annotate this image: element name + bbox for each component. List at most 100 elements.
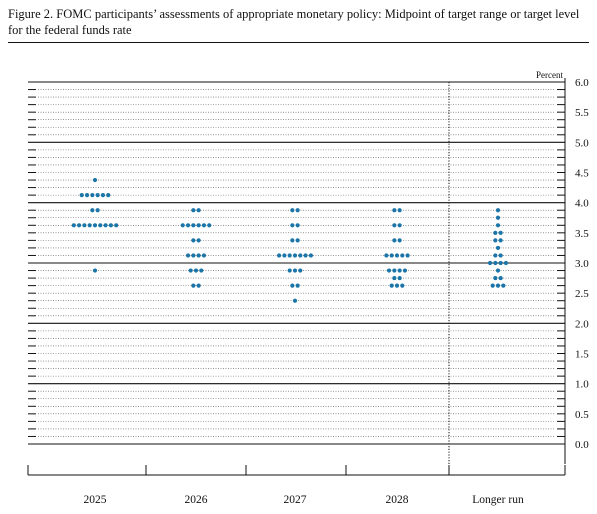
participant-dot [298, 268, 303, 273]
participant-dot [298, 253, 303, 258]
participant-dot [392, 275, 397, 281]
participant-dot [290, 238, 295, 243]
participant-dot [493, 230, 498, 235]
participant-dot [292, 268, 298, 273]
participant-dot [92, 223, 98, 228]
participant-dot [100, 193, 106, 198]
participant-dot [384, 253, 389, 258]
participant-dot [295, 208, 300, 213]
participant-dot [196, 253, 201, 258]
participant-dot [106, 193, 111, 198]
y-tick-label: 5.5 [575, 107, 589, 119]
participant-dot [487, 260, 493, 266]
participant-dot [98, 223, 103, 228]
y-tick-label: 0.0 [575, 439, 589, 451]
grid-lines [28, 81, 565, 445]
participant-dot [114, 223, 119, 228]
participant-dot [87, 223, 92, 228]
axes [27, 78, 566, 476]
chart-title: Figure 2. FOMC participants’ assessments… [8, 7, 580, 37]
participant-dot [193, 268, 199, 273]
participant-dot [493, 238, 498, 243]
participant-dot [394, 283, 400, 288]
y-tick-label: 6.0 [575, 77, 589, 89]
participant-dot [501, 283, 506, 288]
participant-dot [498, 230, 503, 235]
participant-dot [495, 283, 501, 288]
participant-dot [287, 253, 292, 258]
participant-dot [400, 253, 405, 258]
participant-dot [392, 268, 397, 273]
participant-dot [397, 223, 402, 228]
participant-dot [495, 268, 501, 273]
participant-dot [308, 253, 313, 258]
participant-dot [92, 177, 98, 183]
y-tick-label: 4.0 [575, 198, 589, 210]
x-category-label: 2027 [284, 494, 307, 506]
title-divider [8, 42, 589, 43]
participant-dot [397, 208, 402, 213]
participant-dot [95, 193, 100, 198]
participant-dot [386, 268, 392, 273]
participant-dot [287, 268, 292, 273]
participant-dot [185, 223, 191, 228]
participant-dot [400, 283, 405, 288]
participant-dot [282, 253, 287, 258]
participant-dot [191, 223, 196, 228]
participant-dot [495, 223, 501, 228]
participant-dot [180, 223, 185, 228]
participant-dot [207, 223, 212, 228]
participant-dot [191, 253, 196, 258]
participant-dot [493, 253, 498, 258]
participant-dot [199, 268, 204, 273]
y-tick-label: 2.0 [575, 318, 589, 330]
participant-dot [191, 283, 196, 288]
participant-dot [103, 223, 108, 228]
participant-dot [397, 238, 402, 243]
participant-dot [84, 193, 90, 198]
participant-dot [108, 223, 113, 228]
participant-dot [295, 238, 300, 243]
participant-dot [95, 208, 100, 213]
participant-dot [392, 238, 397, 243]
participant-dot [493, 275, 498, 281]
participant-dot [498, 275, 503, 281]
participant-dot [295, 223, 300, 228]
participant-dot [196, 283, 201, 288]
dots [71, 177, 509, 303]
participant-dot [498, 253, 503, 258]
participant-dot [196, 238, 201, 243]
participant-dot [498, 260, 503, 266]
participant-dot [185, 253, 191, 258]
participant-dot [77, 223, 82, 228]
participant-dot [90, 193, 95, 198]
participant-dot [394, 253, 400, 258]
participant-dot [495, 215, 501, 220]
participant-dot [397, 275, 402, 281]
participant-dot [397, 268, 402, 273]
y-tick-label: 2.5 [575, 288, 589, 300]
participant-dot [191, 238, 196, 243]
labels: Percent 6.0 5.5 5.0 4.5 4.0 3.5 3.0 2.5 2.0 1.5 1.0… [84, 70, 590, 506]
unit-label: Percent [536, 70, 563, 80]
participant-dot [188, 268, 193, 273]
participant-dot [92, 268, 98, 273]
participant-dot [498, 238, 503, 243]
participant-dot [79, 193, 84, 198]
x-category-label: Longer run [472, 494, 524, 506]
x-category-label: 2028 [386, 494, 409, 506]
participant-dot [490, 283, 495, 288]
participant-dot [290, 208, 295, 213]
participant-dot [292, 298, 298, 303]
participant-dot [290, 223, 295, 228]
y-tick-label: 1.0 [575, 379, 589, 391]
participant-dot [196, 208, 201, 213]
participant-dot [495, 208, 501, 213]
participant-dot [196, 223, 201, 228]
participant-dot [392, 223, 397, 228]
participant-dot [71, 223, 76, 228]
participant-dot [495, 245, 501, 251]
participant-dot [201, 253, 207, 258]
participant-dot [277, 253, 282, 258]
